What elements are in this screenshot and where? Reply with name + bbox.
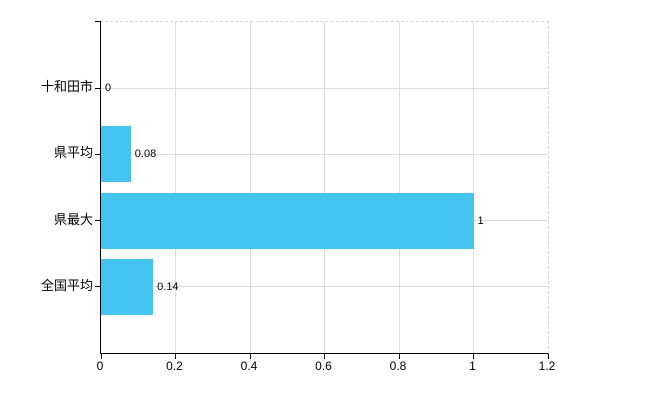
category-label: 県平均 <box>53 145 93 161</box>
horizontal-gridline <box>101 286 548 288</box>
y-axis-tick <box>95 153 101 155</box>
bar-value-label: 0 <box>105 82 112 95</box>
x-axis-tick <box>100 354 102 359</box>
bar <box>101 126 131 183</box>
x-axis-tick-label: 0.8 <box>389 359 407 373</box>
vertical-gridline <box>473 22 474 353</box>
category-label: 県最大 <box>53 211 93 227</box>
x-axis-tick-label: 0.6 <box>315 359 332 373</box>
vertical-gridline <box>249 22 251 353</box>
x-axis-tick <box>324 354 325 359</box>
x-axis-tick-label: 0.2 <box>166 359 183 373</box>
bar-value-label: 0.14 <box>157 280 179 293</box>
x-axis-tick <box>249 354 251 359</box>
vertical-gridline <box>398 22 400 353</box>
vertical-gridline <box>324 22 325 353</box>
x-axis-tick <box>398 354 400 359</box>
horizontal-gridline <box>101 87 548 89</box>
plot-area: 0 0.08 1 0.14 <box>95 21 549 359</box>
x-axis-tick <box>473 354 474 359</box>
bar-value-label: 0.08 <box>134 148 157 161</box>
y-axis-end-tick <box>95 21 101 22</box>
x-axis-tick-label: 1.2 <box>538 359 556 373</box>
vertical-gridline <box>175 22 176 353</box>
x-axis-tick <box>175 354 176 359</box>
x-axis-tick <box>547 354 549 359</box>
category-label: 十和田市 <box>40 79 93 95</box>
x-axis-tick-label: 0.4 <box>240 359 258 373</box>
horizontal-gridline <box>101 153 548 155</box>
y-axis-tick <box>95 286 101 288</box>
y-axis-tick <box>95 87 101 89</box>
x-axis-tick-label: 1 <box>469 359 476 373</box>
bar <box>101 258 154 315</box>
x-axis-tick-label: 0 <box>96 359 104 373</box>
bar <box>101 192 474 249</box>
bar-value-label: 1 <box>477 214 484 227</box>
y-axis-tick <box>95 220 101 222</box>
category-label: 全国平均 <box>40 277 93 293</box>
